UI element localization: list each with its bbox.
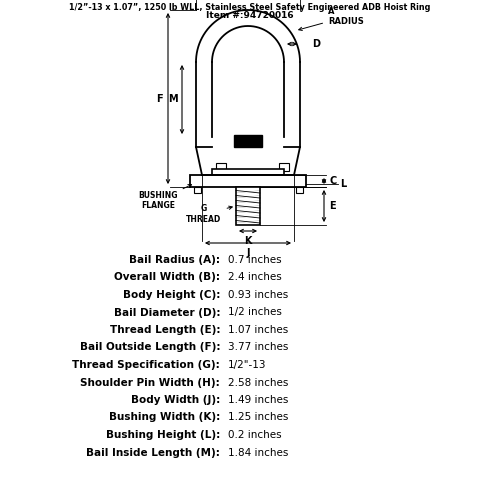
Text: Thread Specification (G):: Thread Specification (G): <box>72 360 220 370</box>
Text: 1/2"-13: 1/2"-13 <box>228 360 266 370</box>
Bar <box>190 175 306 187</box>
Text: A
RADIUS: A RADIUS <box>298 7 364 30</box>
Text: Bail Radius (A):: Bail Radius (A): <box>129 255 220 265</box>
Bar <box>194 187 201 193</box>
Bar <box>212 169 284 175</box>
Text: 1.07 inches: 1.07 inches <box>228 325 288 335</box>
Text: Bail Inside Length (M):: Bail Inside Length (M): <box>86 448 220 458</box>
Bar <box>236 187 260 225</box>
Bar <box>234 135 262 147</box>
Text: D: D <box>312 39 320 49</box>
Text: G
THREAD: G THREAD <box>186 204 232 224</box>
Text: L: L <box>340 179 346 189</box>
Text: Bushing Width (K):: Bushing Width (K): <box>109 412 220 422</box>
Text: 1.25 inches: 1.25 inches <box>228 412 288 422</box>
Text: Overall Width (B):: Overall Width (B): <box>114 272 220 282</box>
Text: Body Height (C):: Body Height (C): <box>122 290 220 300</box>
Text: 1/2 inches: 1/2 inches <box>228 308 282 318</box>
Text: F: F <box>156 94 163 104</box>
Text: 0.2 inches: 0.2 inches <box>228 430 281 440</box>
Bar <box>296 187 303 193</box>
Text: Bail Outside Length (F):: Bail Outside Length (F): <box>80 342 220 352</box>
Text: BUSHING
FLANGE: BUSHING FLANGE <box>138 184 192 210</box>
Bar <box>279 163 289 171</box>
Text: 1.49 inches: 1.49 inches <box>228 395 288 405</box>
Text: 1/2”-13 x 1.07”, 1250 lb WLL, Stainless Steel Safety Engineered ADB Hoist Ring: 1/2”-13 x 1.07”, 1250 lb WLL, Stainless … <box>70 3 430 12</box>
Text: 3.77 inches: 3.77 inches <box>228 342 288 352</box>
Text: Item #:94720016: Item #:94720016 <box>206 11 294 20</box>
Text: 2.4 inches: 2.4 inches <box>228 272 282 282</box>
Text: Bail Diameter (D):: Bail Diameter (D): <box>114 308 220 318</box>
Text: Body Width (J):: Body Width (J): <box>131 395 220 405</box>
Text: K: K <box>244 236 252 246</box>
Text: Bushing Height (L):: Bushing Height (L): <box>106 430 220 440</box>
Text: 0.7 inches: 0.7 inches <box>228 255 281 265</box>
Text: C: C <box>329 176 336 186</box>
Text: Thread Length (E):: Thread Length (E): <box>110 325 220 335</box>
Text: 1.84 inches: 1.84 inches <box>228 448 288 458</box>
Text: 0.93 inches: 0.93 inches <box>228 290 288 300</box>
Text: J: J <box>246 248 250 258</box>
Text: 2.58 inches: 2.58 inches <box>228 378 288 388</box>
Bar <box>216 163 226 171</box>
Text: M: M <box>168 94 178 104</box>
Text: E: E <box>329 201 336 211</box>
Text: Shoulder Pin Width (H):: Shoulder Pin Width (H): <box>80 378 220 388</box>
